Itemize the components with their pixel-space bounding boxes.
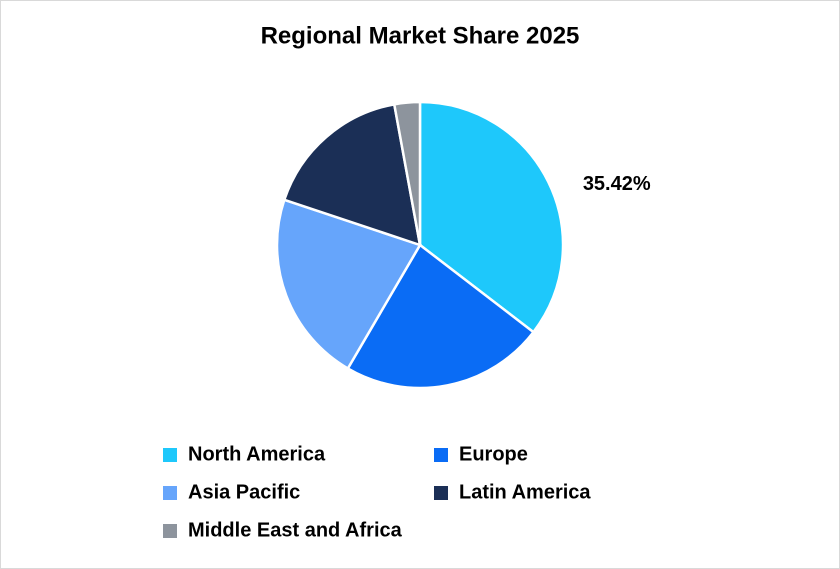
legend-swatch	[163, 524, 177, 538]
legend-label: Latin America	[459, 481, 591, 503]
legend-swatch	[163, 448, 177, 462]
legend-label: Middle East and Africa	[188, 519, 403, 541]
legend-label: Asia Pacific	[188, 481, 300, 503]
legend-label: North America	[188, 443, 326, 465]
chart-title: Regional Market Share 2025	[261, 22, 580, 49]
legend-label: Europe	[459, 443, 528, 465]
pie-slice	[282, 102, 422, 247]
legend-swatch	[163, 486, 177, 500]
legend-swatch	[434, 486, 448, 500]
pie-slice	[392, 100, 422, 246]
pie-slice	[346, 243, 536, 390]
pie-slice	[275, 198, 422, 371]
pie-slice	[418, 100, 565, 334]
legend-swatch	[434, 448, 448, 462]
data-label: 35.42%	[583, 173, 651, 195]
